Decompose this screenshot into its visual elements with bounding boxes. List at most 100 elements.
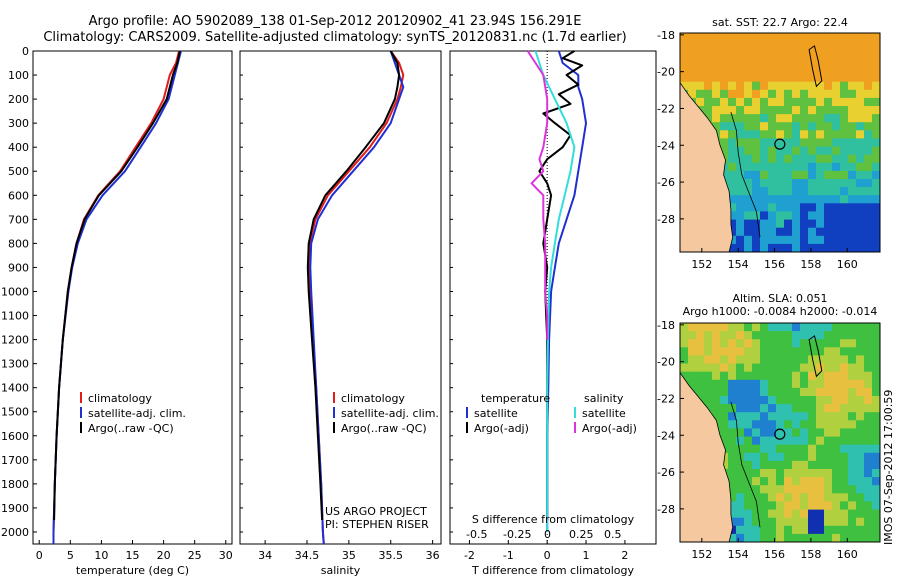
map-cell [728, 363, 737, 373]
map-cell [752, 420, 761, 429]
x-tick-label: 30 [219, 549, 233, 562]
map-cell [856, 203, 865, 212]
map-cell [736, 89, 745, 99]
map-cell [728, 323, 737, 332]
map-cell [784, 493, 793, 502]
map-cell [776, 533, 785, 543]
map-cell [680, 65, 689, 74]
map-cell [768, 41, 777, 50]
map-cell [744, 428, 753, 437]
map-cell [840, 235, 849, 245]
map-cell [736, 203, 745, 212]
land-polygon [679, 371, 734, 543]
map-cell [712, 89, 721, 99]
map-cell [848, 57, 857, 66]
map-cell [768, 65, 777, 74]
map-cell [752, 187, 761, 196]
map-cell [864, 203, 873, 212]
map-cell [848, 355, 857, 364]
map-cell [728, 33, 737, 42]
map-cell [704, 81, 713, 91]
map-cell [728, 49, 737, 58]
map-cell [824, 227, 833, 237]
map-cell [824, 154, 833, 164]
map-cell [840, 138, 849, 147]
map-y-label: -22 [657, 392, 675, 405]
map-cell [832, 97, 841, 107]
map-cell [768, 493, 777, 502]
map-y-label: -28 [657, 213, 675, 226]
map-cell [840, 436, 849, 446]
map-cell [752, 533, 761, 543]
map-cell [824, 219, 833, 229]
map-cell [824, 33, 833, 42]
map-cell [864, 452, 873, 462]
map-cell [768, 73, 777, 83]
map-cell [840, 339, 849, 348]
map-cell [776, 420, 785, 429]
map-cell [816, 387, 825, 397]
salinity-legend: climatology satellite-adj. clim. Argo(..… [333, 391, 439, 436]
map-cell [752, 89, 761, 99]
map-cell [736, 517, 745, 527]
map-cell [768, 211, 777, 220]
legend-swatch-satellite [80, 407, 82, 418]
map-cell [832, 203, 841, 212]
map-cell [824, 428, 833, 437]
map-cell [728, 195, 737, 204]
map-cell [728, 130, 737, 139]
map-cell [816, 219, 825, 229]
map-cell [752, 436, 761, 446]
map-cell [792, 428, 801, 437]
map-cell [720, 41, 729, 50]
s-diff-ticks: -0.5 -0.25 0 0.25 0.5 [446, 528, 660, 542]
map-cell [792, 211, 801, 220]
map-cell [848, 436, 857, 446]
map-cell [680, 41, 689, 50]
map-cell [848, 195, 857, 204]
map-cell [848, 89, 857, 99]
map-cell [816, 396, 825, 405]
map-cell [856, 331, 865, 340]
map-cell [752, 179, 761, 188]
map-cell [872, 493, 881, 502]
sst-map-title: sat. SST: 22.7 Argo: 22.4 [712, 16, 848, 29]
map-cell [832, 347, 841, 356]
map-cell [816, 420, 825, 429]
map-cell [752, 33, 761, 42]
map-cell [856, 57, 865, 66]
map-cell [760, 363, 769, 373]
map-cell [848, 179, 857, 188]
map-cell [800, 323, 809, 332]
map-cell [848, 379, 857, 389]
legend-label-t-satellite: satellite [474, 407, 518, 420]
y-tick-label: 1200 [1, 334, 29, 347]
map-cell [816, 138, 825, 147]
map-cell [768, 122, 777, 131]
map-cell [736, 436, 745, 446]
map-cell [872, 501, 881, 510]
map-cell [800, 65, 809, 74]
map-cell [848, 114, 857, 123]
map-cell [768, 525, 777, 535]
map-cell [752, 219, 761, 229]
map-cell [872, 243, 881, 253]
map-cell [872, 444, 881, 454]
map-cell [696, 371, 705, 381]
map-cell [752, 49, 761, 58]
map-cell [848, 97, 857, 107]
map-cell [816, 154, 825, 164]
map-cell [808, 154, 817, 164]
map-cell [696, 323, 705, 332]
map-cell [864, 146, 873, 156]
map-cell [864, 469, 873, 478]
map-cell [680, 347, 689, 356]
map-cell [736, 41, 745, 50]
map-cell [832, 243, 841, 253]
map-cell [784, 404, 793, 413]
map-cell [800, 33, 809, 42]
map-cell [864, 65, 873, 74]
map-cell [824, 323, 833, 332]
legend-swatch-satellite [333, 407, 335, 418]
map-cell [736, 387, 745, 397]
